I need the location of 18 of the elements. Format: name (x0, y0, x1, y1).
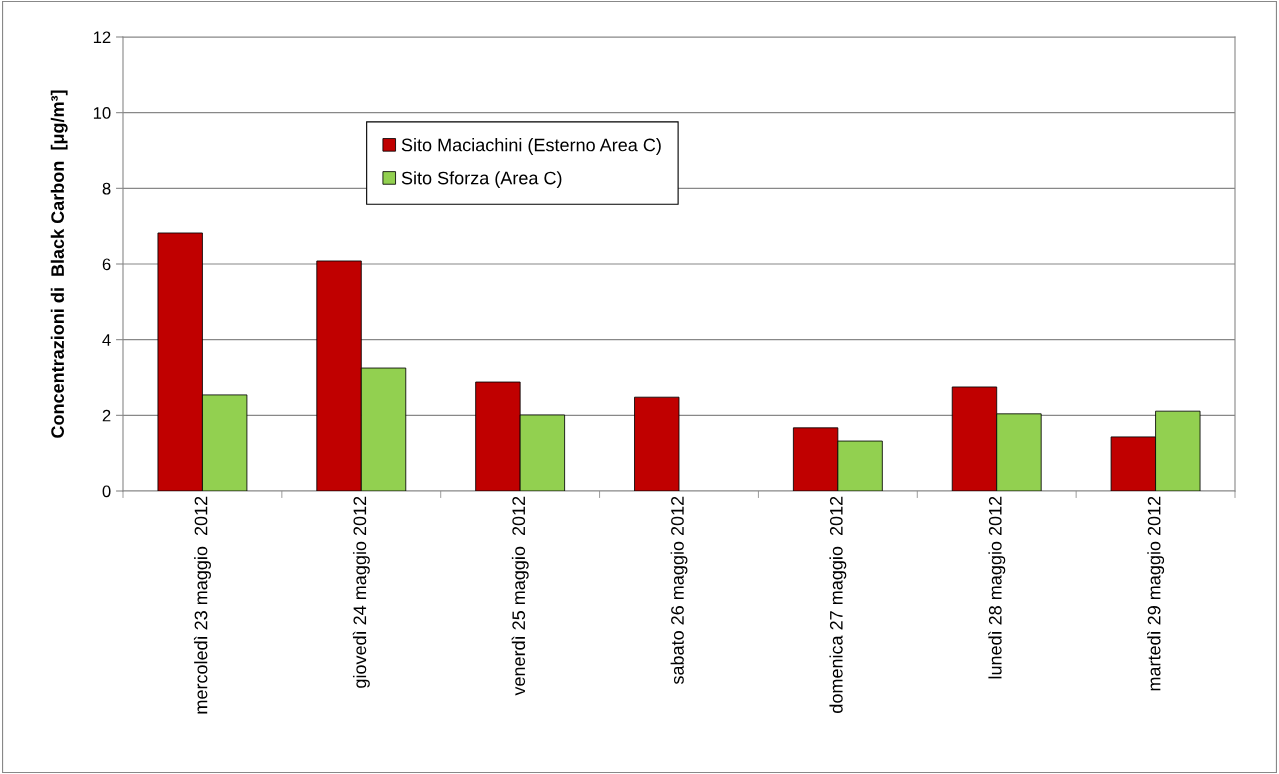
legend-label: Sito Maciachini (Esterno Area C) (401, 138, 661, 155)
x-tick-label: sabato 26 maggio 2012 (670, 496, 688, 685)
y-tick-label: 8 (102, 182, 111, 195)
y-axis-title: Concentrazioni di Black Carbon [μg/m³] (50, 90, 68, 438)
legend-label: Sito Sforza (Area C) (401, 171, 562, 188)
x-tick-label: lunedì 28 maggio 2012 (988, 496, 1006, 679)
x-tick-label: venerdì 25 maggio 2012 (511, 496, 529, 696)
y-tick-label: 12 (93, 31, 111, 44)
y-tick-label: 0 (102, 485, 111, 498)
y-tick-label: 6 (102, 258, 111, 271)
bar (634, 396, 680, 491)
y-tick-label: 4 (102, 334, 111, 346)
x-tick-label: domenica 27 maggio 2012 (829, 496, 847, 713)
y-tick-label: 2 (102, 409, 111, 422)
x-tick-label: giovedì 24 maggio 2012 (352, 496, 370, 688)
y-tick-label: 10 (93, 107, 111, 119)
x-tick-label: martedì 29 maggio 2012 (1147, 496, 1165, 691)
x-tick-label: mercoledì 23 maggio 2012 (193, 496, 211, 714)
